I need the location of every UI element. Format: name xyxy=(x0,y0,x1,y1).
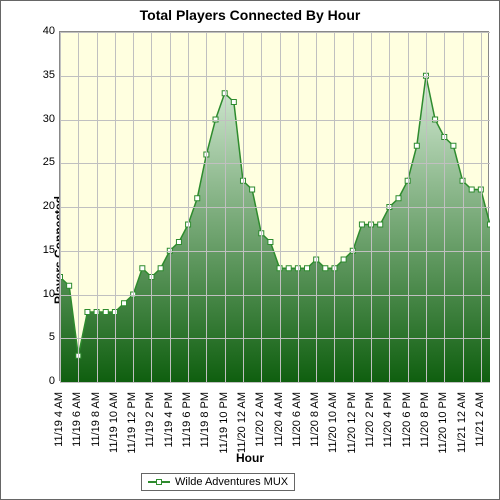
data-marker xyxy=(140,266,145,271)
grid-line-x xyxy=(188,32,189,382)
x-tick-label: 11/21 12 AM xyxy=(456,392,468,462)
data-marker xyxy=(158,266,163,271)
x-tick-label: 11/19 4 AM xyxy=(53,392,65,462)
x-tick-label: 11/19 10 AM xyxy=(108,392,120,462)
grid-line-x xyxy=(426,32,427,382)
grid-line-x xyxy=(206,32,207,382)
x-tick-label: 11/19 2 PM xyxy=(144,392,156,462)
data-marker xyxy=(176,240,181,245)
grid-line-x xyxy=(316,32,317,382)
x-tick-label: 11/19 10 PM xyxy=(218,392,230,462)
data-marker xyxy=(103,310,108,315)
y-tick-label: 30 xyxy=(27,113,55,125)
data-marker xyxy=(305,266,310,271)
x-tick-label: 11/20 10 PM xyxy=(437,392,449,462)
x-tick-label: 11/21 2 AM xyxy=(474,392,486,462)
x-tick-label: 11/20 4 PM xyxy=(382,392,394,462)
grid-line-x xyxy=(298,32,299,382)
data-marker xyxy=(323,266,328,271)
data-marker xyxy=(378,222,383,227)
x-tick-label: 11/20 4 AM xyxy=(273,392,285,462)
data-marker xyxy=(268,240,273,245)
grid-line-x xyxy=(444,32,445,382)
grid-line-x xyxy=(78,32,79,382)
grid-line-x xyxy=(170,32,171,382)
plot-area xyxy=(59,31,489,381)
x-tick-label: 11/20 10 AM xyxy=(327,392,339,462)
y-tick-label: 40 xyxy=(27,25,55,37)
x-tick-label: 11/20 8 AM xyxy=(309,392,321,462)
legend: Wilde Adventures MUX xyxy=(141,473,295,491)
y-tick-label: 20 xyxy=(27,200,55,212)
data-marker xyxy=(286,266,291,271)
grid-line-x xyxy=(97,32,98,382)
grid-line-x xyxy=(463,32,464,382)
grid-line-x xyxy=(389,32,390,382)
x-tick-label: 11/20 6 PM xyxy=(401,392,413,462)
x-tick-label: 11/19 8 PM xyxy=(199,392,211,462)
data-marker xyxy=(396,196,401,201)
y-tick-label: 25 xyxy=(27,156,55,168)
x-tick-label: 11/20 12 AM xyxy=(236,392,248,462)
grid-line-x xyxy=(133,32,134,382)
x-tick-label: 11/19 8 AM xyxy=(90,392,102,462)
data-marker xyxy=(122,301,127,306)
data-marker xyxy=(488,222,491,227)
chart-title: Total Players Connected By Hour xyxy=(1,7,499,23)
data-marker xyxy=(451,143,456,148)
grid-line-x xyxy=(60,32,61,382)
grid-line-x xyxy=(261,32,262,382)
data-marker xyxy=(231,100,236,105)
data-marker xyxy=(85,310,90,315)
x-tick-label: 11/19 4 PM xyxy=(163,392,175,462)
legend-swatch xyxy=(148,477,170,487)
y-tick-label: 0 xyxy=(27,375,55,387)
grid-line-x xyxy=(353,32,354,382)
data-marker xyxy=(469,187,474,192)
x-tick-label: 11/19 6 PM xyxy=(181,392,193,462)
data-marker xyxy=(195,196,200,201)
y-tick-label: 5 xyxy=(27,331,55,343)
grid-line-x xyxy=(280,32,281,382)
x-tick-label: 11/19 12 PM xyxy=(126,392,138,462)
x-tick-label: 11/20 2 AM xyxy=(254,392,266,462)
x-tick-label: 11/20 8 PM xyxy=(419,392,431,462)
data-marker xyxy=(414,143,419,148)
data-marker xyxy=(341,257,346,262)
grid-line-x xyxy=(408,32,409,382)
x-tick-label: 11/20 12 PM xyxy=(346,392,358,462)
chart-frame: Total Players Connected By Hour Players … xyxy=(0,0,500,500)
grid-line-x xyxy=(115,32,116,382)
grid-line-x xyxy=(151,32,152,382)
y-tick-label: 15 xyxy=(27,244,55,256)
x-tick-label: 11/20 2 PM xyxy=(364,392,376,462)
data-marker xyxy=(359,222,364,227)
data-marker xyxy=(67,283,72,288)
legend-label: Wilde Adventures MUX xyxy=(175,476,288,488)
grid-line-x xyxy=(225,32,226,382)
data-marker xyxy=(250,187,255,192)
y-tick-label: 35 xyxy=(27,69,55,81)
grid-line-x xyxy=(334,32,335,382)
grid-line-y xyxy=(60,382,490,383)
grid-line-x xyxy=(371,32,372,382)
y-tick-label: 10 xyxy=(27,288,55,300)
grid-line-x xyxy=(243,32,244,382)
x-tick-label: 11/20 6 AM xyxy=(291,392,303,462)
grid-line-x xyxy=(481,32,482,382)
x-tick-label: 11/19 6 AM xyxy=(71,392,83,462)
